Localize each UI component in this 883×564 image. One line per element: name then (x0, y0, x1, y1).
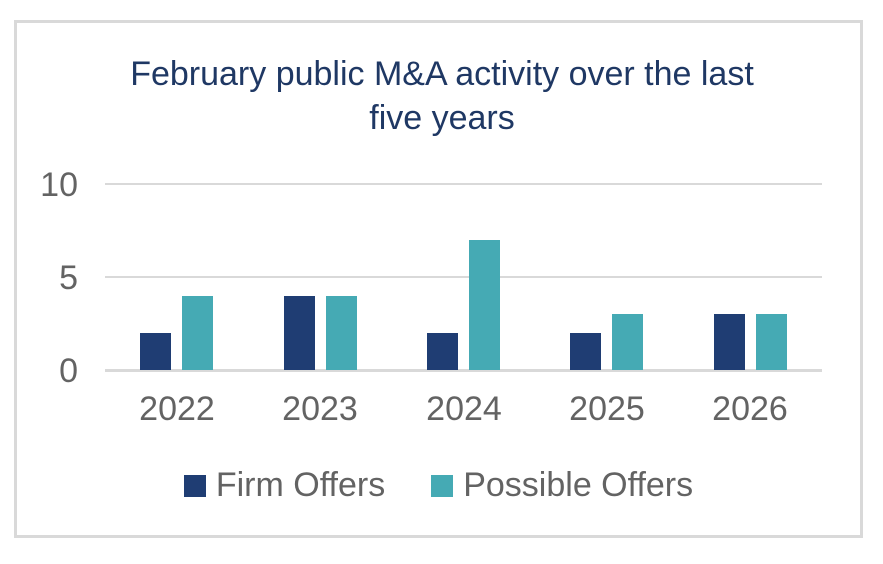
legend-item-firm-offers: Firm Offers (183, 466, 386, 505)
bar-firm-offers-2025 (570, 333, 601, 370)
legend: Firm Offers Possible Offers (14, 466, 863, 505)
legend-label-possible-offers: Possible Offers (463, 466, 694, 504)
gridline-10 (105, 183, 822, 185)
legend-label-firm-offers: Firm Offers (215, 466, 386, 504)
legend-item-possible-offers: Possible Offers (431, 466, 693, 505)
y-tick-label-10: 10 (40, 166, 78, 204)
x-tick-label-2026: 2026 (712, 390, 788, 428)
chart-title: February public M&A activity over the la… (130, 55, 754, 137)
gridline-0 (105, 369, 822, 372)
bar-possible-offers-2024 (469, 240, 500, 370)
bar-firm-offers-2026 (714, 314, 745, 370)
x-tick-label-2024: 2024 (426, 390, 502, 428)
firm-offers-swatch (183, 474, 206, 497)
chart-frame (14, 20, 863, 538)
bar-possible-offers-2022 (182, 296, 213, 370)
bar-firm-offers-2024 (427, 333, 458, 370)
bar-firm-offers-2023 (284, 296, 315, 370)
gridline-5 (105, 276, 822, 278)
y-tick-label-0: 0 (59, 352, 78, 390)
x-tick-label-2025: 2025 (569, 390, 645, 428)
bar-possible-offers-2025 (612, 314, 643, 370)
possible-offers-swatch (431, 474, 454, 497)
x-tick-label-2023: 2023 (282, 390, 358, 428)
x-tick-label-2022: 2022 (139, 390, 215, 428)
bar-possible-offers-2023 (326, 296, 357, 370)
bar-firm-offers-2022 (140, 333, 171, 370)
bar-possible-offers-2026 (756, 314, 787, 370)
y-tick-label-5: 5 (59, 259, 78, 297)
